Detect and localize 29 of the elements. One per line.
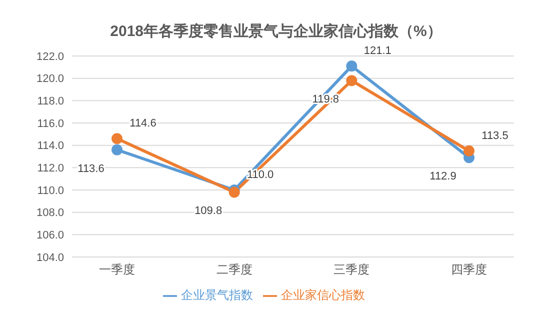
point: [464, 145, 474, 156]
point: [112, 133, 122, 144]
y-tick-label: 116.0: [37, 118, 64, 130]
point: [346, 75, 358, 86]
y-tick-label: 106.0: [36, 230, 64, 242]
y-tick-label: 112.0: [37, 162, 64, 175]
y-tick-label: 110.0: [37, 184, 64, 197]
y-tick-label: 104.0: [36, 252, 64, 264]
x-tick-label: 四季度: [451, 262, 487, 277]
point: [112, 144, 122, 156]
data-label: 121.1: [364, 45, 392, 58]
x-tick-label: 三季度: [334, 262, 370, 277]
data-label: 113.5: [482, 130, 508, 142]
data-label: 109.8: [194, 205, 222, 218]
point: [228, 186, 240, 198]
legend-label: 企业家信心指数: [281, 288, 365, 302]
legend-label: 企业景气指数: [181, 288, 253, 302]
y-tick-label: 114.0: [37, 140, 64, 152]
x-tick-label: 一季度: [99, 262, 135, 277]
data-label: 114.6: [130, 118, 156, 130]
data-label: 112.9: [430, 170, 456, 183]
data-label: 113.6: [78, 162, 104, 175]
point: [346, 60, 358, 72]
y-tick-label: 118.0: [37, 96, 64, 108]
x-tick-label: 二季度: [216, 262, 252, 277]
chart-title: 2018年各季度零售业景气与企业家信心指数（%）: [109, 22, 443, 42]
y-tick-label: 122.0: [36, 50, 64, 63]
y-tick-label: 120.0: [36, 73, 64, 86]
y-tick-label: 108.0: [36, 207, 64, 220]
